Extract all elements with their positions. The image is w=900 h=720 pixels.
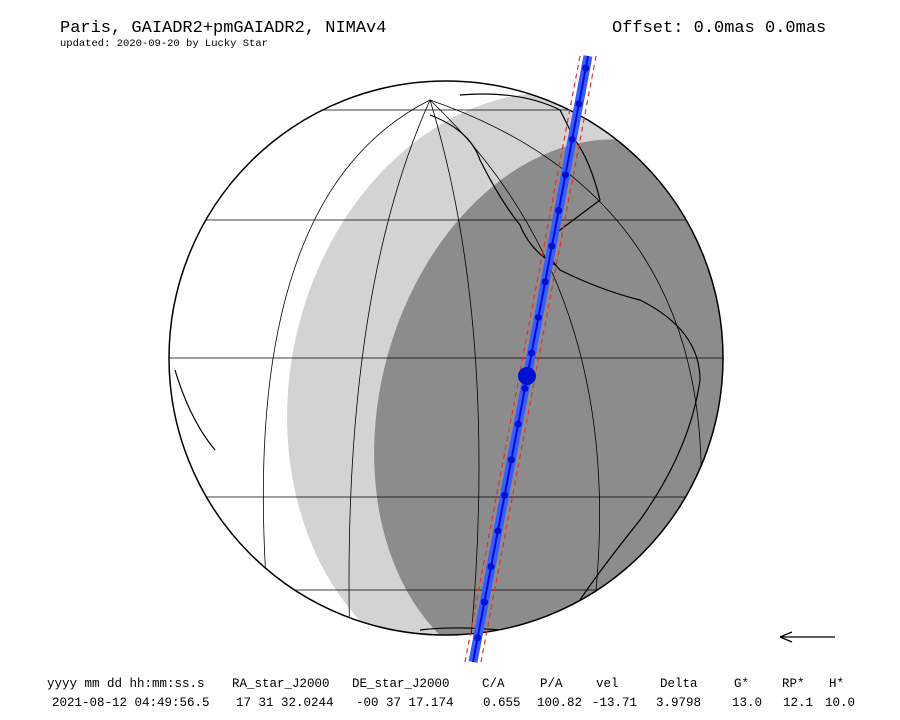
time-mark — [541, 278, 549, 286]
cell: 2021-08-12 04:49:56.5 — [52, 696, 210, 710]
time-mark — [494, 527, 502, 535]
time-mark — [534, 313, 542, 321]
meridian — [262, 99, 431, 631]
globe-fill — [169, 81, 723, 635]
coast — [429, 114, 556, 266]
time-mark — [575, 100, 583, 108]
meridian — [348, 99, 431, 635]
column-header: RA_star_J2000 — [232, 677, 330, 691]
column-header: DE_star_J2000 — [352, 677, 450, 691]
column-header: P/A — [540, 677, 563, 691]
time-mark — [561, 171, 569, 179]
time-mark — [568, 135, 576, 143]
column-header: G* — [734, 677, 749, 691]
cell: 12.1 — [783, 696, 813, 710]
time-mark — [514, 420, 522, 428]
column-header: RP* — [782, 677, 805, 691]
cell: -00 37 17.174 — [356, 696, 454, 710]
column-header: Delta — [660, 677, 698, 691]
cell: 100.82 — [537, 696, 582, 710]
column-header: H* — [829, 677, 844, 691]
arrow-head — [779, 631, 793, 643]
time-mark — [480, 598, 488, 606]
path-center — [472, 55, 589, 663]
column-header: C/A — [482, 677, 505, 691]
time-mark — [487, 563, 495, 571]
shadow-path — [464, 55, 597, 663]
time-mark — [555, 207, 563, 215]
time-mark — [507, 456, 515, 464]
path-limit — [480, 55, 597, 663]
offset: Offset: 0.0mas 0.0mas — [612, 19, 826, 38]
updated: updated: 2020-09-20 by Lucky Star — [60, 38, 268, 50]
cell: 3.9798 — [656, 696, 701, 710]
globe-outline — [168, 80, 724, 636]
title: Paris, GAIADR2+pmGAIADR2, NIMAv4 — [60, 19, 386, 38]
time-mark — [582, 64, 590, 72]
time-mark — [548, 242, 556, 250]
meridian — [429, 99, 480, 635]
cell: 13.0 — [732, 696, 762, 710]
time-mark — [528, 349, 536, 357]
time-marks — [474, 64, 590, 642]
path-limit — [464, 55, 581, 663]
cell: 0.655 — [483, 696, 521, 710]
meridian — [429, 99, 702, 521]
meridian — [429, 99, 600, 635]
time-mark — [521, 385, 529, 393]
cell: -13.71 — [592, 696, 637, 710]
time-mark — [501, 491, 509, 499]
coast — [174, 369, 216, 451]
event-table: yyyy mm dd hh:mm:ss.s RA_star_J2000 DE_sta… — [47, 677, 855, 710]
time-mark — [474, 634, 482, 642]
closest-approach — [518, 367, 536, 385]
column-header: vel — [596, 677, 619, 691]
column-header: yyyy mm dd hh:mm:ss.s — [47, 677, 205, 691]
cell: 17 31 32.0244 — [236, 696, 334, 710]
direction-arrow — [779, 631, 835, 643]
cell: 10.0 — [825, 696, 855, 710]
